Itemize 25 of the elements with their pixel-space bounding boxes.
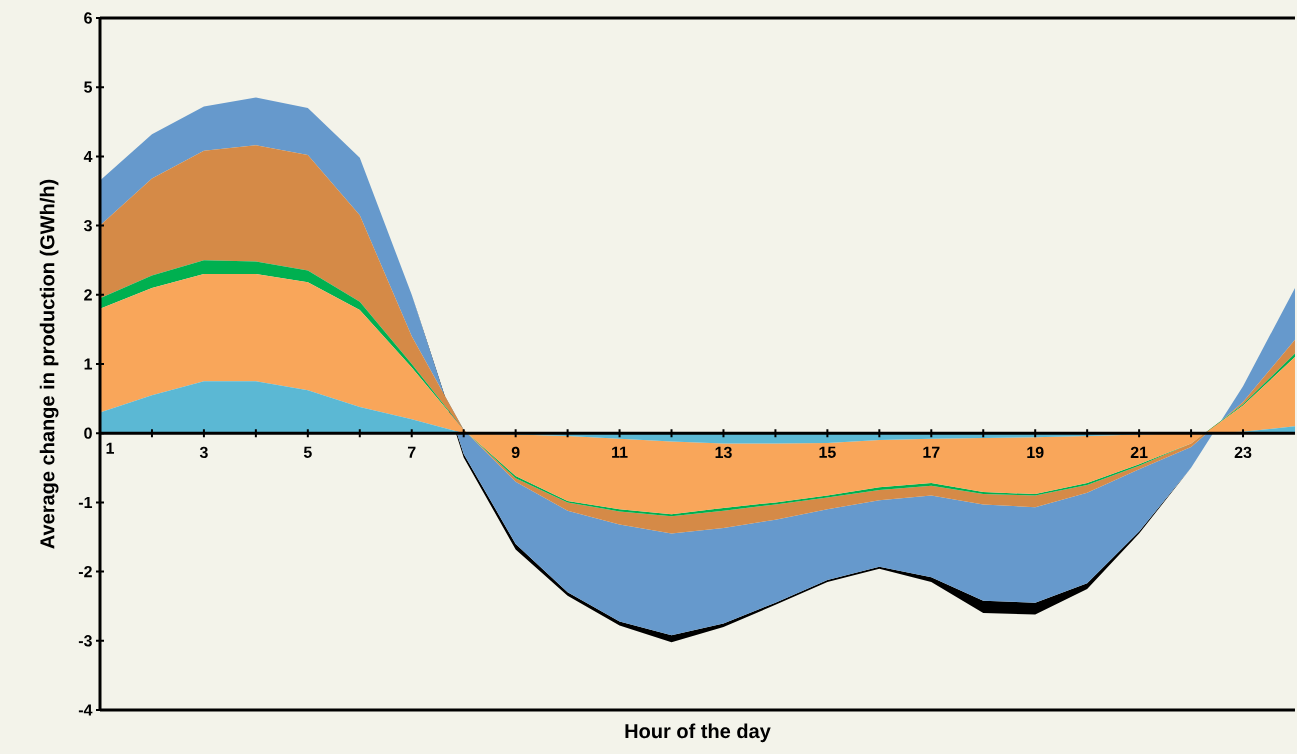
y-tick-label: -2: [78, 566, 92, 578]
y-tick-label: 4: [83, 150, 93, 162]
y-tick-label: 6: [84, 12, 92, 24]
x-tick-label: 19: [1027, 446, 1044, 459]
x-tick-label: 9: [511, 446, 520, 459]
y-tick-label: 0: [84, 427, 92, 439]
x-tick-label: 11: [612, 446, 628, 458]
x-tick-label: 7: [407, 446, 416, 458]
x-tick-label: 5: [303, 446, 312, 458]
x-tick-label: 13: [715, 446, 732, 459]
x-tick-label: 1: [106, 442, 115, 454]
x-tick-label: 23: [1234, 446, 1252, 459]
x-tick-label: 3: [199, 446, 208, 459]
y-tick-label: 5: [84, 81, 93, 93]
x-tick-label: 21: [1130, 446, 1148, 458]
y-tick-label: -4: [78, 704, 93, 716]
y-tick-label: 3: [83, 219, 92, 232]
y-tick-label: -1: [78, 496, 93, 508]
y-axis-title: Average change in production (GWh/h): [39, 179, 59, 549]
x-tick-label: 17: [923, 446, 940, 458]
y-tick-label: 2: [84, 289, 92, 301]
y-tick-label: -3: [78, 635, 92, 647]
x-tick-label: 15: [819, 446, 836, 458]
y-tick-label: 1: [84, 358, 93, 370]
x-axis-title: Hour of the day: [625, 723, 771, 743]
